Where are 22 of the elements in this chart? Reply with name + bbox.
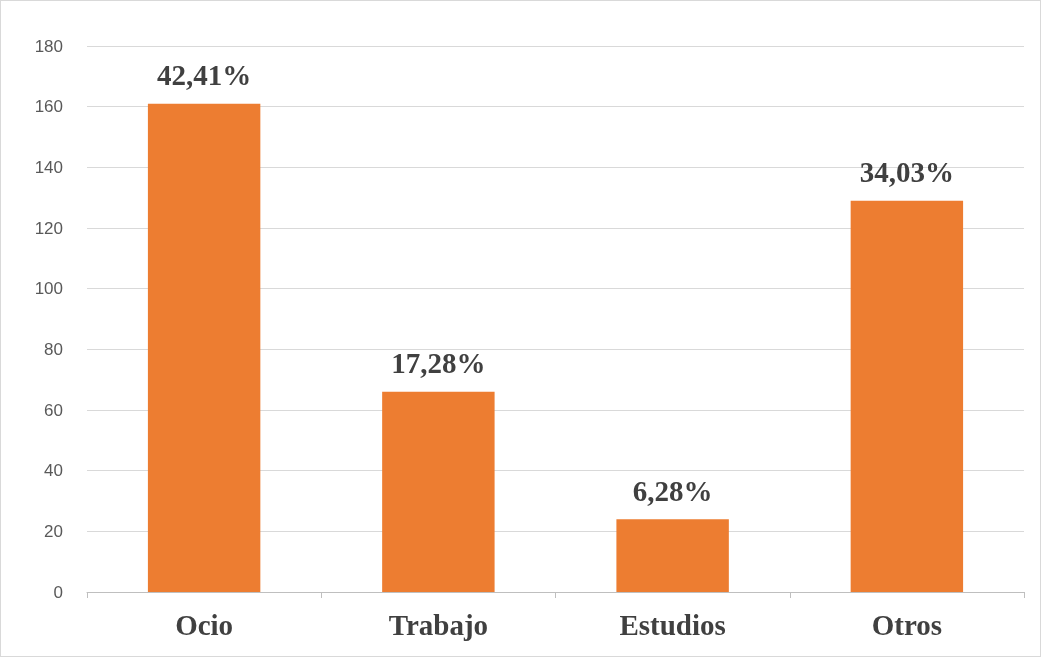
bar bbox=[147, 103, 261, 592]
y-tick-label: 140 bbox=[34, 157, 63, 177]
y-tick-label: 60 bbox=[44, 400, 63, 420]
x-tick-label: Ocio bbox=[175, 608, 234, 641]
bar bbox=[616, 519, 729, 592]
y-tick-label: 120 bbox=[34, 218, 63, 238]
y-tick-label: 80 bbox=[44, 339, 63, 359]
annotation: 34,03% bbox=[859, 156, 954, 189]
bar bbox=[382, 391, 495, 592]
y-tick-label: 180 bbox=[34, 36, 63, 56]
x-tick-label: Estudios bbox=[619, 608, 726, 641]
y-tick-label: 100 bbox=[34, 279, 63, 299]
annotation: 6,28% bbox=[632, 474, 713, 507]
bar bbox=[850, 200, 964, 592]
y-tick-label: 0 bbox=[53, 582, 63, 602]
x-tick-label: Trabajo bbox=[388, 608, 489, 641]
y-tick-label: 160 bbox=[34, 97, 63, 117]
y-tick-label: 40 bbox=[44, 461, 63, 481]
annotation: 17,28% bbox=[391, 347, 486, 380]
x-tick-label: Otros bbox=[871, 608, 943, 641]
y-tick-label: 20 bbox=[44, 521, 63, 541]
annotation: 42,41% bbox=[157, 59, 252, 92]
